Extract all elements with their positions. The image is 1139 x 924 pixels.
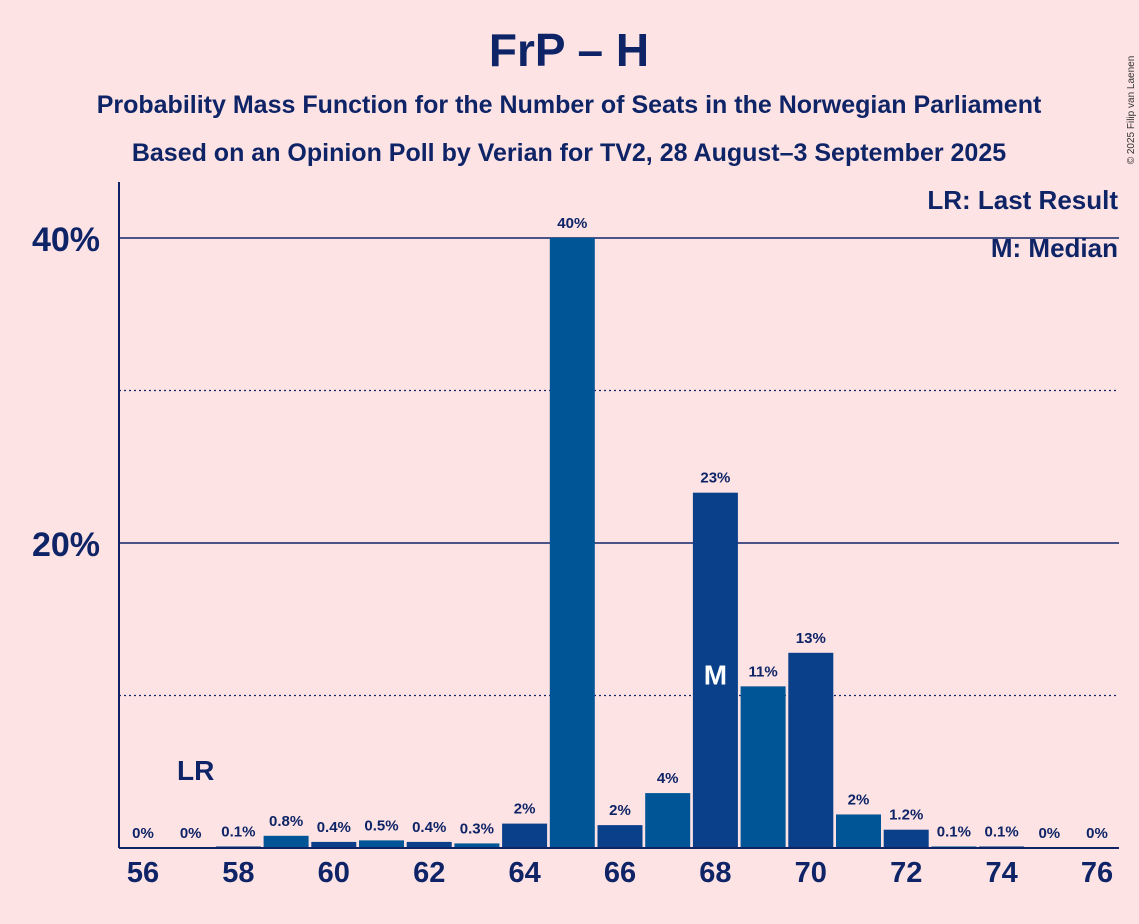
y-tick-label: 40% [32,221,100,259]
bar-62 [406,841,452,848]
x-tick-label: 68 [699,857,731,889]
bar-label-67: 4% [657,770,679,787]
bar-label-60: 0.4% [317,819,351,836]
y-ticks: 20% 40% [32,221,100,564]
bar-label-56: 0% [132,825,154,842]
bar-label-74: 0.1% [984,823,1018,840]
bar-71 [836,814,881,848]
bar-label-59: 0.8% [269,813,303,830]
x-tick-label: 70 [795,857,827,889]
bar-69 [740,686,786,848]
x-tick-label: 76 [1081,857,1113,889]
bar-label-71: 2% [848,791,870,808]
y-tick-label: 20% [32,526,100,564]
bar-72 [883,829,929,848]
bar-label-69: 11% [748,663,777,680]
bar-59 [263,835,309,848]
chart-title: FrP – H [489,24,649,76]
bar-label-76: 0% [1086,825,1108,842]
bar-labels-group: 0% 0% 0.1% 0.8% 0.4% 0.5% 0.4% 0.3% 2% 40% 2% 4% 23%… [132,215,1108,842]
bar-70 [788,652,834,848]
x-tick-label: 56 [127,857,159,889]
last-result-marker: LR [177,755,214,786]
bar-60 [311,841,357,848]
bar-label-63: 0.3% [460,820,494,837]
bar-67 [645,793,691,848]
x-ticks: 56 58 60 62 64 66 68 70 72 74 76 [127,857,1113,889]
bar-64 [502,823,548,848]
bar-61 [359,840,404,848]
bar-label-61: 0.5% [364,817,398,834]
legend-median: M: Median [991,233,1118,263]
bar-label-65: 40% [557,215,587,232]
bar-label-58: 0.1% [221,823,255,840]
bars-group [215,238,1025,848]
x-tick-label: 60 [318,857,350,889]
bar-63 [454,843,500,848]
bar-label-66: 2% [609,802,631,819]
bar-label-62: 0.4% [412,819,446,836]
chart-subtitle-2: Based on an Opinion Poll by Verian for T… [132,139,1006,167]
copyright-text: © 2025 Filip van Laenen [1126,56,1137,165]
bar-label-72: 1.2% [889,807,923,824]
bar-label-73: 0.1% [937,823,971,840]
bar-label-57: 0% [180,825,202,842]
x-tick-label: 72 [890,857,922,889]
bar-label-75: 0% [1038,825,1060,842]
bar-label-70: 13% [796,630,826,647]
x-tick-label: 64 [508,857,540,889]
chart-subtitle-1: Probability Mass Function for the Number… [97,91,1042,119]
bar-label-68: 23% [700,470,730,487]
x-tick-label: 66 [604,857,636,889]
median-marker: M [704,660,727,691]
x-tick-label: 62 [413,857,445,889]
x-tick-label: 58 [222,857,254,889]
bar-65 [549,238,595,848]
bar-label-64: 2% [514,801,536,818]
legend-last-result: LR: Last Result [927,185,1118,215]
bar-68 [692,492,738,848]
bar-66 [597,825,643,848]
gridlines [119,237,1119,697]
x-tick-label: 74 [985,857,1017,889]
